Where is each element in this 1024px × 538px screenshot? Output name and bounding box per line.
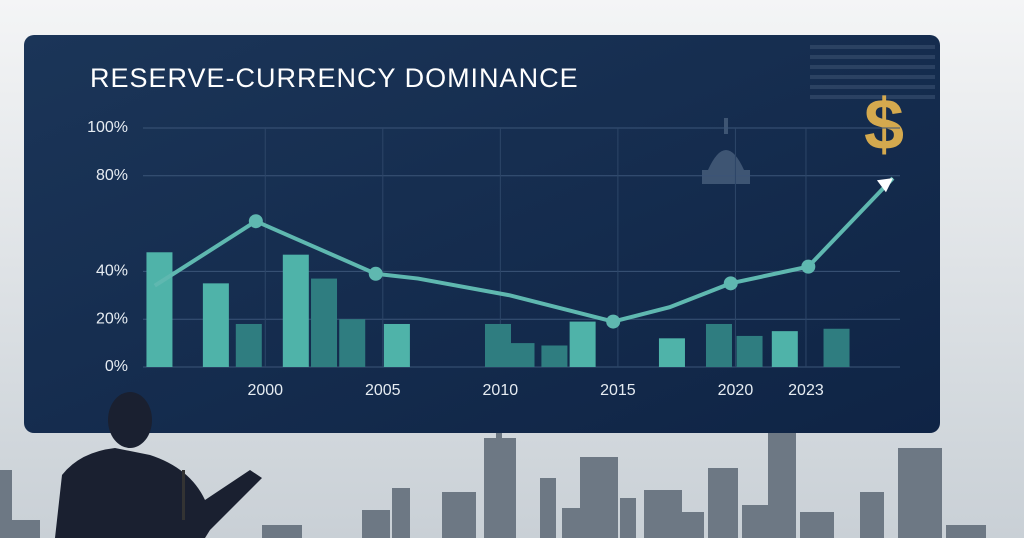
x-tick-label: 2023 [788, 382, 824, 399]
y-tick-label: 100% [87, 119, 128, 136]
bar [508, 343, 535, 367]
speaker [55, 392, 262, 538]
stripes [810, 45, 935, 99]
bar [541, 345, 568, 367]
bar [569, 321, 596, 367]
y-tick-label: 20% [96, 310, 128, 327]
line-marker [368, 266, 383, 281]
line-marker [723, 276, 738, 291]
bar [705, 323, 732, 367]
chart-title: RESERVE-CURRENCY DOMINANCE [90, 63, 579, 93]
skyline [0, 398, 986, 538]
bar [383, 323, 410, 367]
x-tick-label: 2010 [483, 382, 519, 399]
x-tick-label: 2005 [365, 382, 401, 399]
bar [658, 338, 685, 367]
y-tick-label: 40% [96, 263, 128, 280]
x-tick-label: 2020 [718, 382, 754, 399]
dollar-sign: $ [864, 85, 904, 165]
bar [823, 328, 850, 367]
x-tick-label: 2015 [600, 382, 636, 399]
bar [146, 252, 173, 367]
line [153, 176, 895, 324]
y-tick-label: 80% [96, 167, 128, 184]
line-marker [606, 314, 621, 329]
bar [202, 283, 229, 367]
screen-panel [24, 35, 940, 433]
bar [736, 335, 763, 367]
y-tick-label: 0% [105, 358, 128, 375]
bar [339, 319, 366, 367]
bar [771, 331, 798, 367]
line-marker [801, 259, 816, 274]
bar [282, 254, 309, 367]
x-tick-label: 2000 [247, 382, 283, 399]
line-marker [248, 214, 263, 229]
bar [311, 278, 338, 367]
bar [484, 323, 511, 367]
arrow-head [876, 178, 893, 193]
bar [235, 323, 262, 367]
plot: 100% 80% 40% 20% 0% 2000 2005 2010 2015 2020 2023 [87, 119, 900, 399]
